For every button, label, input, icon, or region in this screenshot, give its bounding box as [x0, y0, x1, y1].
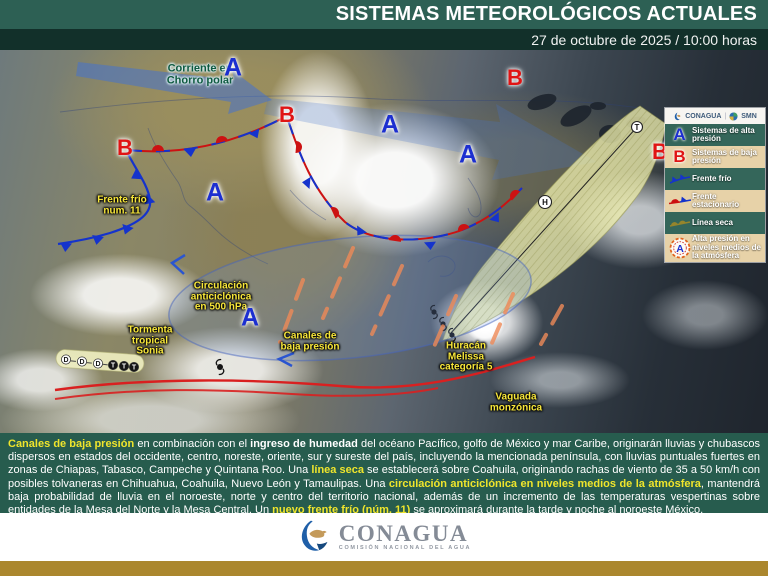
- storm-track-label: T: [111, 363, 116, 370]
- jet-stream-band: [264, 98, 597, 180]
- legend-rows: A Sistemas de alta presión B Sistemas de ba…: [665, 124, 765, 262]
- storm-track-point: [93, 358, 104, 369]
- map-label-low-pressure-channels: Canales de baja presión: [280, 330, 340, 352]
- legend-item-low-pressure-B: B Sistemas de baja presión: [665, 146, 765, 168]
- hurricane-track-markers: HT: [537, 120, 644, 210]
- svg-text:A: A: [676, 243, 684, 255]
- legend-item-mid-level-high: A Alta presión en niveles medios de la at…: [665, 234, 765, 262]
- map-label-cold-front-11: Frente frío num. 11: [97, 194, 147, 216]
- low-pressure-letter: B: [652, 139, 668, 164]
- cold-front-icon: [669, 174, 690, 184]
- sonia-storm-symbol: [215, 358, 225, 376]
- title-bar: SISTEMAS METEOROLÓGICOS ACTUALES: [0, 0, 768, 29]
- low-pressure-letter: B: [507, 65, 523, 90]
- bulletin-segment: línea seca: [311, 464, 364, 477]
- legend-separator: |: [724, 112, 727, 120]
- monsoon-trough-line: [54, 355, 536, 400]
- storm-track-label: D: [95, 361, 100, 368]
- high-pressure-icon: A: [673, 125, 686, 144]
- jet-stream-arrow: [76, 62, 272, 114]
- footer-org-name: CONAGUA: [338, 521, 469, 546]
- storm-track-point: [108, 359, 119, 370]
- conagua-mini-icon: [674, 111, 681, 120]
- low-pressure-icon: B: [673, 147, 686, 166]
- footer-org-subtitle: COMISIÓN NACIONAL DEL AGUA: [338, 545, 472, 551]
- cold-front-11-line: [57, 151, 156, 252]
- page-title: SISTEMAS METEOROLÓGICOS ACTUALES: [335, 3, 757, 25]
- high-pressure-letter: A: [223, 53, 243, 82]
- footer-wordmark: CONAGUA COMISIÓN NACIONAL DEL AGUA: [338, 521, 472, 551]
- legend: CONAGUA | SMN A Sistemas de alta presión B…: [664, 107, 766, 263]
- stationary-front-west: [127, 117, 284, 157]
- conagua-logo-icon: [301, 520, 328, 551]
- storm-track-point: [61, 354, 72, 365]
- legend-org-smn: SMN: [741, 112, 757, 120]
- low-pressure-channel-dashes: [278, 246, 564, 358]
- date-time: 27 de octubre de 2025 / 10:00 horas: [531, 31, 757, 48]
- storm-track-point: [77, 356, 88, 367]
- bulletin-segment: ingreso de humedad: [250, 438, 358, 450]
- anticyclonic-arrows: [169, 253, 295, 368]
- bulletin-segment: del océano Pacífico, golfo de México y m…: [8, 438, 761, 477]
- legend-item-label: Alta presión en niveles medios de la atm…: [692, 234, 761, 260]
- bulletin-segment: circulación anticiclónica en niveles med…: [388, 477, 701, 490]
- footer: CONAGUA COMISIÓN NACIONAL DEL AGUA: [0, 513, 768, 561]
- legend-item-dry-line: Línea seca: [665, 212, 765, 234]
- stationary-front-icon: [668, 196, 691, 205]
- map-label-tropical-storm-sonia: Tormenta tropical Sonia: [127, 324, 173, 357]
- forecast-position-marker: [630, 120, 644, 134]
- low-pressure-letter: B: [117, 135, 133, 160]
- legend-item-label: Sistemas de baja presión: [692, 147, 757, 165]
- forecast-position-label: H: [542, 198, 548, 207]
- smn-mini-icon: [729, 111, 738, 121]
- high-pressure-letter: A: [240, 303, 260, 332]
- weather-systems-overlay: HT: [54, 62, 667, 400]
- storm-track-label: D: [63, 357, 68, 364]
- stationary-front-east: [287, 119, 523, 250]
- storm-track-label: T: [122, 364, 127, 371]
- high-pressure-letter: A: [380, 110, 400, 139]
- bulletin-segment: en combinación con el: [134, 438, 251, 450]
- mid-level-high-icon: A: [669, 237, 690, 259]
- high-pressure-letter: A: [205, 178, 225, 207]
- forecast-position-marker: [537, 194, 553, 210]
- legend-item-high-pressure-A: A Sistemas de alta presión: [665, 124, 765, 146]
- bulletin-panel: Canales de baja presión en combinación c…: [0, 433, 768, 516]
- date-bar: 27 de octubre de 2025 / 10:00 horas: [0, 29, 768, 50]
- map-label-anticyclonic-500: Circulación anticiclónica en 500 hPa: [190, 280, 252, 313]
- forecast-position-label: T: [635, 123, 640, 132]
- dry-line-icon: [669, 220, 690, 227]
- legend-item-stationary-front: Frente estacionario: [665, 190, 765, 212]
- low-pressure-letter: B: [279, 102, 295, 127]
- map-label-hurricane-melissa: Huracán Melissa categoría 5: [439, 340, 493, 373]
- storm-track-label: D: [79, 359, 84, 366]
- legend-item-label: Sistemas de alta presión: [692, 125, 755, 143]
- bulletin-text: Canales de baja presión en combinación c…: [8, 438, 760, 516]
- storm-track-point: [128, 361, 139, 372]
- legend-org-conagua: CONAGUA: [685, 112, 722, 120]
- storm-track-point: [119, 360, 130, 371]
- map-label-monsoon-trough: Vaguada monzónica: [489, 391, 543, 413]
- legend-item-label: Frente estacionario: [692, 191, 740, 209]
- legend-header: CONAGUA | SMN: [665, 108, 765, 124]
- legend-item-cold-front: Frente frío: [665, 168, 765, 190]
- legend-item-label: Línea seca: [692, 217, 733, 227]
- hurricane-track-line: [449, 126, 638, 335]
- legend-item-label: Frente frío: [692, 173, 732, 183]
- gold-bar: [0, 561, 768, 576]
- bulletin-segment: se establecerá sobre Coahuila, originand…: [8, 464, 761, 490]
- storm-track-label: T: [132, 365, 137, 372]
- bulletin-segment: Canales de baja presión: [8, 438, 135, 450]
- high-pressure-letter: A: [458, 140, 478, 169]
- map-label-jet-stream: Corriente en Chorro polar: [166, 62, 234, 86]
